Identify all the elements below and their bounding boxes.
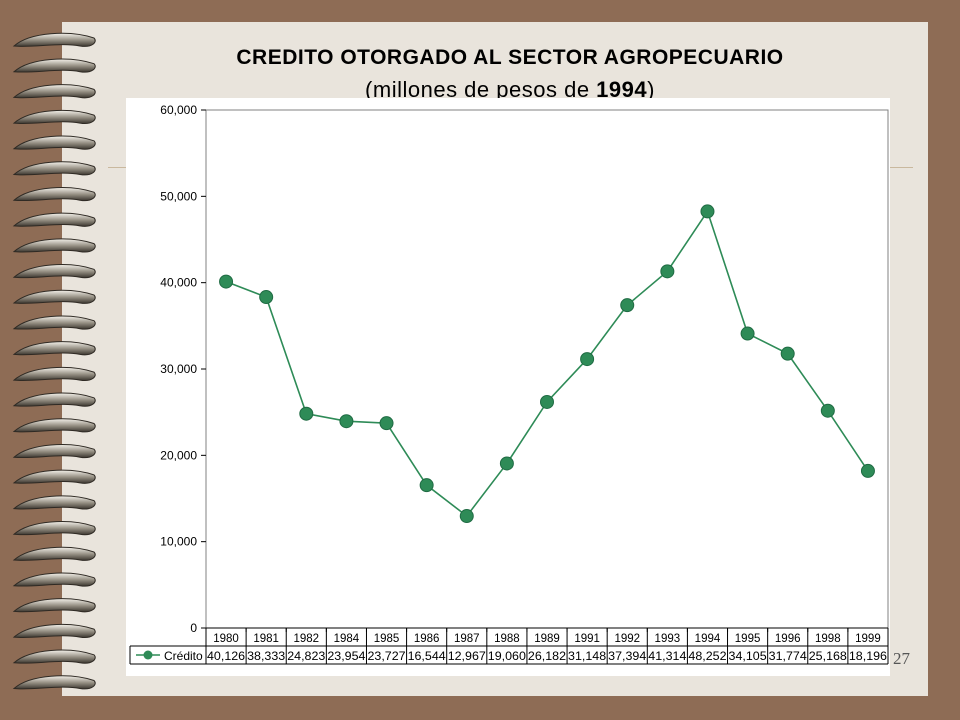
data-point	[780, 346, 795, 361]
data-label: 48,252	[688, 651, 726, 663]
data-point	[259, 290, 274, 305]
data-point	[379, 416, 394, 431]
data-label: 37,394	[608, 651, 647, 663]
y-tick-label: 10,000	[160, 535, 197, 549]
data-point	[740, 326, 755, 341]
page-number: 27	[893, 649, 910, 668]
spiral-coil	[12, 315, 96, 330]
chart-area: 0 10,000 20,000 30,000 40,000 50,000 60,000 198…	[126, 98, 890, 676]
spiral-coil	[12, 675, 96, 690]
spiral-coil	[12, 366, 96, 381]
x-category-label: 1991	[574, 633, 600, 645]
data-point	[459, 509, 474, 524]
data-point	[499, 456, 514, 471]
spiral-coil	[12, 84, 96, 99]
data-label: 26,182	[528, 651, 566, 663]
spiral-coil	[12, 521, 96, 536]
spiral-coil	[12, 418, 96, 433]
data-label: 24,823	[287, 651, 325, 663]
x-category-label: 1980	[213, 633, 239, 645]
spiral-coil	[12, 109, 96, 124]
spiral-coil	[12, 392, 96, 407]
y-tick-label: 30,000	[160, 362, 197, 376]
data-point	[339, 414, 354, 429]
legend-label: Crédito	[164, 649, 203, 663]
spiral-coil	[12, 572, 96, 587]
spiral-coil	[12, 341, 96, 356]
spiral-binding	[12, 32, 96, 690]
spiral-coil	[12, 264, 96, 279]
legend-marker	[143, 650, 153, 660]
data-label: 41,314	[648, 651, 687, 663]
data-point	[580, 352, 595, 367]
plot-frame	[205, 109, 889, 629]
data-label: 31,148	[568, 651, 606, 663]
spiral-coil	[12, 58, 96, 73]
data-label: 16,544	[408, 651, 447, 663]
x-category-label: 1994	[695, 633, 721, 645]
x-category-label: 1993	[655, 633, 681, 645]
data-point	[219, 274, 234, 289]
chart-title-line1: CREDITO OTORGADO AL SECTOR AGROPECUARIO	[236, 46, 784, 69]
x-category-label: 1982	[293, 633, 319, 645]
spiral-coil	[12, 649, 96, 664]
spiral-coil	[12, 623, 96, 638]
spiral-coil	[12, 238, 96, 253]
chart-title-line2: (millones de pesos de 1994)	[365, 77, 655, 102]
x-category-label: 1999	[855, 633, 881, 645]
spiral-coil	[12, 495, 96, 510]
x-category-label: 1995	[735, 633, 761, 645]
x-category-label: 1996	[775, 633, 801, 645]
x-category-label: 1987	[454, 633, 480, 645]
spiral-coil	[12, 161, 96, 176]
data-label: 25,168	[809, 651, 847, 663]
spiral-coil	[12, 135, 96, 150]
spiral-coil	[12, 546, 96, 561]
x-category-label: 1988	[494, 633, 520, 645]
data-point	[700, 204, 715, 219]
spiral-coil	[12, 289, 96, 304]
y-tick-label: 0	[190, 621, 197, 635]
spiral-coil	[12, 598, 96, 613]
data-point	[299, 406, 314, 421]
spiral-coil	[12, 469, 96, 484]
line-chart: 0 10,000 20,000 30,000 40,000 50,000 60,000 198…	[129, 103, 889, 665]
data-label: 38,333	[247, 651, 285, 663]
data-label: 23,727	[367, 651, 405, 663]
data-label: 31,774	[769, 651, 808, 663]
data-label: 18,196	[849, 651, 887, 663]
spiral-coil	[12, 212, 96, 227]
data-label: 12,967	[448, 651, 486, 663]
y-tick-label: 20,000	[160, 448, 197, 462]
spiral-coil	[12, 187, 96, 202]
data-point	[419, 478, 434, 493]
y-tick-label: 60,000	[160, 103, 197, 117]
x-category-label: 1985	[374, 633, 400, 645]
data-label: 23,954	[327, 651, 366, 663]
y-tick-label: 50,000	[160, 189, 197, 203]
y-tick-label: 40,000	[160, 276, 197, 290]
data-label: 40,126	[207, 651, 245, 663]
data-label: 19,060	[488, 651, 526, 663]
x-category-label: 1986	[414, 633, 440, 645]
x-category-label: 1984	[334, 633, 360, 645]
data-label: 34,105	[729, 651, 767, 663]
data-point	[620, 298, 635, 313]
spiral-coil	[12, 444, 96, 459]
data-point	[540, 394, 554, 409]
x-category-label: 1989	[534, 633, 560, 645]
x-category-label: 1981	[253, 633, 279, 645]
data-point	[820, 403, 835, 418]
x-category-label: 1998	[815, 633, 841, 645]
spiral-coil	[12, 32, 96, 47]
data-point	[660, 264, 675, 279]
data-point	[860, 463, 875, 478]
x-category-label: 1992	[614, 633, 640, 645]
